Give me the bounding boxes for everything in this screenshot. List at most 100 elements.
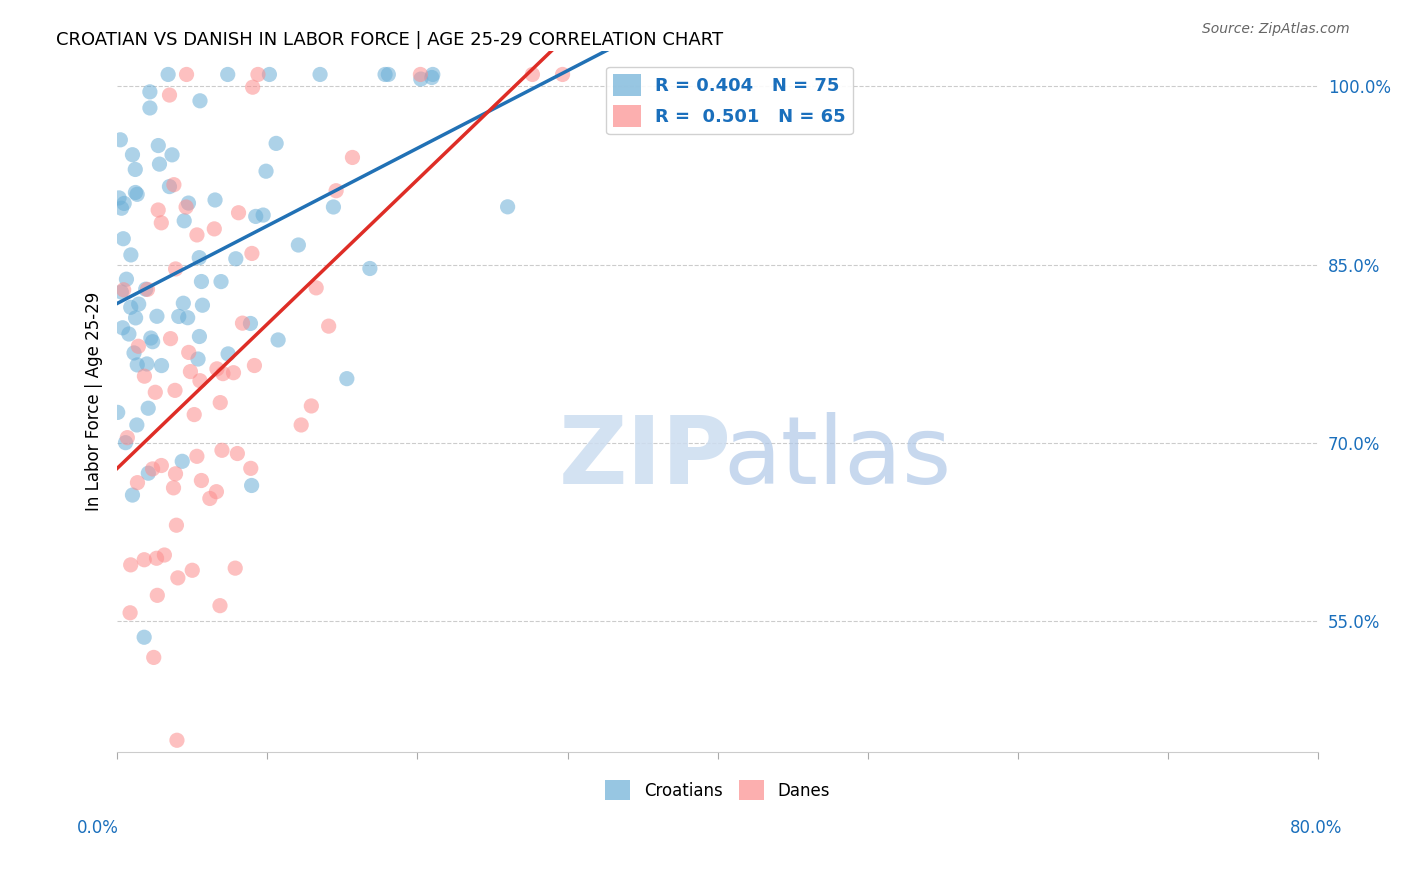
- Point: [287, 238, 309, 252]
- Point: [188, 329, 211, 343]
- Text: CROATIAN VS DANISH IN LABOR FORCE | AGE 25-29 CORRELATION CHART: CROATIAN VS DANISH IN LABOR FORCE | AGE …: [56, 31, 723, 49]
- Point: [496, 200, 519, 214]
- Point: [239, 317, 262, 331]
- Point: [121, 147, 143, 161]
- Point: [120, 248, 142, 262]
- Point: [150, 359, 173, 373]
- Point: [211, 443, 233, 458]
- Point: [110, 133, 132, 147]
- Point: [225, 252, 247, 266]
- Point: [174, 200, 197, 214]
- Point: [127, 339, 149, 353]
- Point: [177, 345, 200, 359]
- Point: [187, 352, 209, 367]
- Point: [127, 475, 149, 490]
- Point: [111, 320, 134, 334]
- Point: [191, 298, 214, 312]
- Point: [336, 371, 359, 385]
- Point: [166, 733, 188, 747]
- Point: [551, 67, 574, 81]
- Point: [420, 70, 443, 85]
- Point: [124, 162, 146, 177]
- Point: [165, 518, 187, 533]
- Point: [159, 88, 181, 103]
- Point: [110, 201, 132, 215]
- Point: [208, 599, 231, 613]
- Point: [160, 148, 183, 162]
- Point: [359, 261, 381, 276]
- Point: [318, 319, 340, 334]
- Point: [114, 435, 136, 450]
- Point: [522, 67, 544, 81]
- Point: [222, 366, 245, 380]
- Point: [136, 466, 159, 480]
- Point: [142, 462, 165, 476]
- Point: [217, 347, 239, 361]
- Point: [122, 346, 145, 360]
- Point: [183, 408, 205, 422]
- Point: [190, 275, 212, 289]
- Point: [146, 310, 169, 324]
- Point: [252, 208, 274, 222]
- Point: [135, 357, 157, 371]
- Point: [172, 454, 194, 468]
- Point: [166, 571, 188, 585]
- Point: [239, 461, 262, 475]
- Point: [242, 80, 264, 95]
- Y-axis label: In Labor Force | Age 25-29: In Labor Force | Age 25-29: [86, 292, 103, 511]
- Text: ZIP: ZIP: [560, 411, 733, 504]
- Point: [117, 431, 139, 445]
- Point: [409, 67, 432, 81]
- Point: [217, 67, 239, 81]
- Point: [243, 359, 266, 373]
- Point: [148, 138, 170, 153]
- Point: [159, 332, 181, 346]
- Point: [120, 606, 142, 620]
- Point: [374, 67, 396, 81]
- Point: [188, 94, 211, 108]
- Text: 80.0%: 80.0%: [1291, 819, 1343, 837]
- Point: [322, 200, 344, 214]
- Point: [309, 67, 332, 81]
- Point: [124, 310, 146, 325]
- Point: [112, 232, 135, 246]
- Point: [167, 310, 190, 324]
- Point: [142, 334, 165, 349]
- Point: [135, 282, 157, 296]
- Point: [209, 395, 232, 409]
- Point: [205, 484, 228, 499]
- Point: [172, 296, 194, 310]
- Point: [305, 281, 328, 295]
- Text: atlas: atlas: [724, 411, 952, 504]
- Point: [267, 333, 290, 347]
- Point: [134, 630, 156, 644]
- Point: [112, 196, 135, 211]
- Point: [188, 374, 211, 388]
- Point: [240, 246, 263, 260]
- Point: [127, 187, 149, 202]
- Point: [118, 326, 141, 341]
- Point: [231, 316, 253, 330]
- Point: [299, 399, 322, 413]
- Point: [212, 367, 235, 381]
- Point: [163, 384, 186, 398]
- Point: [108, 191, 131, 205]
- Point: [176, 310, 198, 325]
- Text: 0.0%: 0.0%: [77, 819, 120, 837]
- Point: [115, 272, 138, 286]
- Point: [173, 214, 195, 228]
- Point: [127, 358, 149, 372]
- Point: [188, 251, 211, 265]
- Point: [120, 301, 142, 315]
- Point: [112, 283, 135, 297]
- Point: [224, 561, 246, 575]
- Point: [143, 385, 166, 400]
- Point: [145, 551, 167, 566]
- Point: [139, 85, 162, 99]
- Point: [165, 262, 187, 277]
- Point: [110, 285, 132, 299]
- Point: [139, 331, 162, 345]
- Point: [121, 488, 143, 502]
- Point: [134, 369, 156, 384]
- Point: [148, 202, 170, 217]
